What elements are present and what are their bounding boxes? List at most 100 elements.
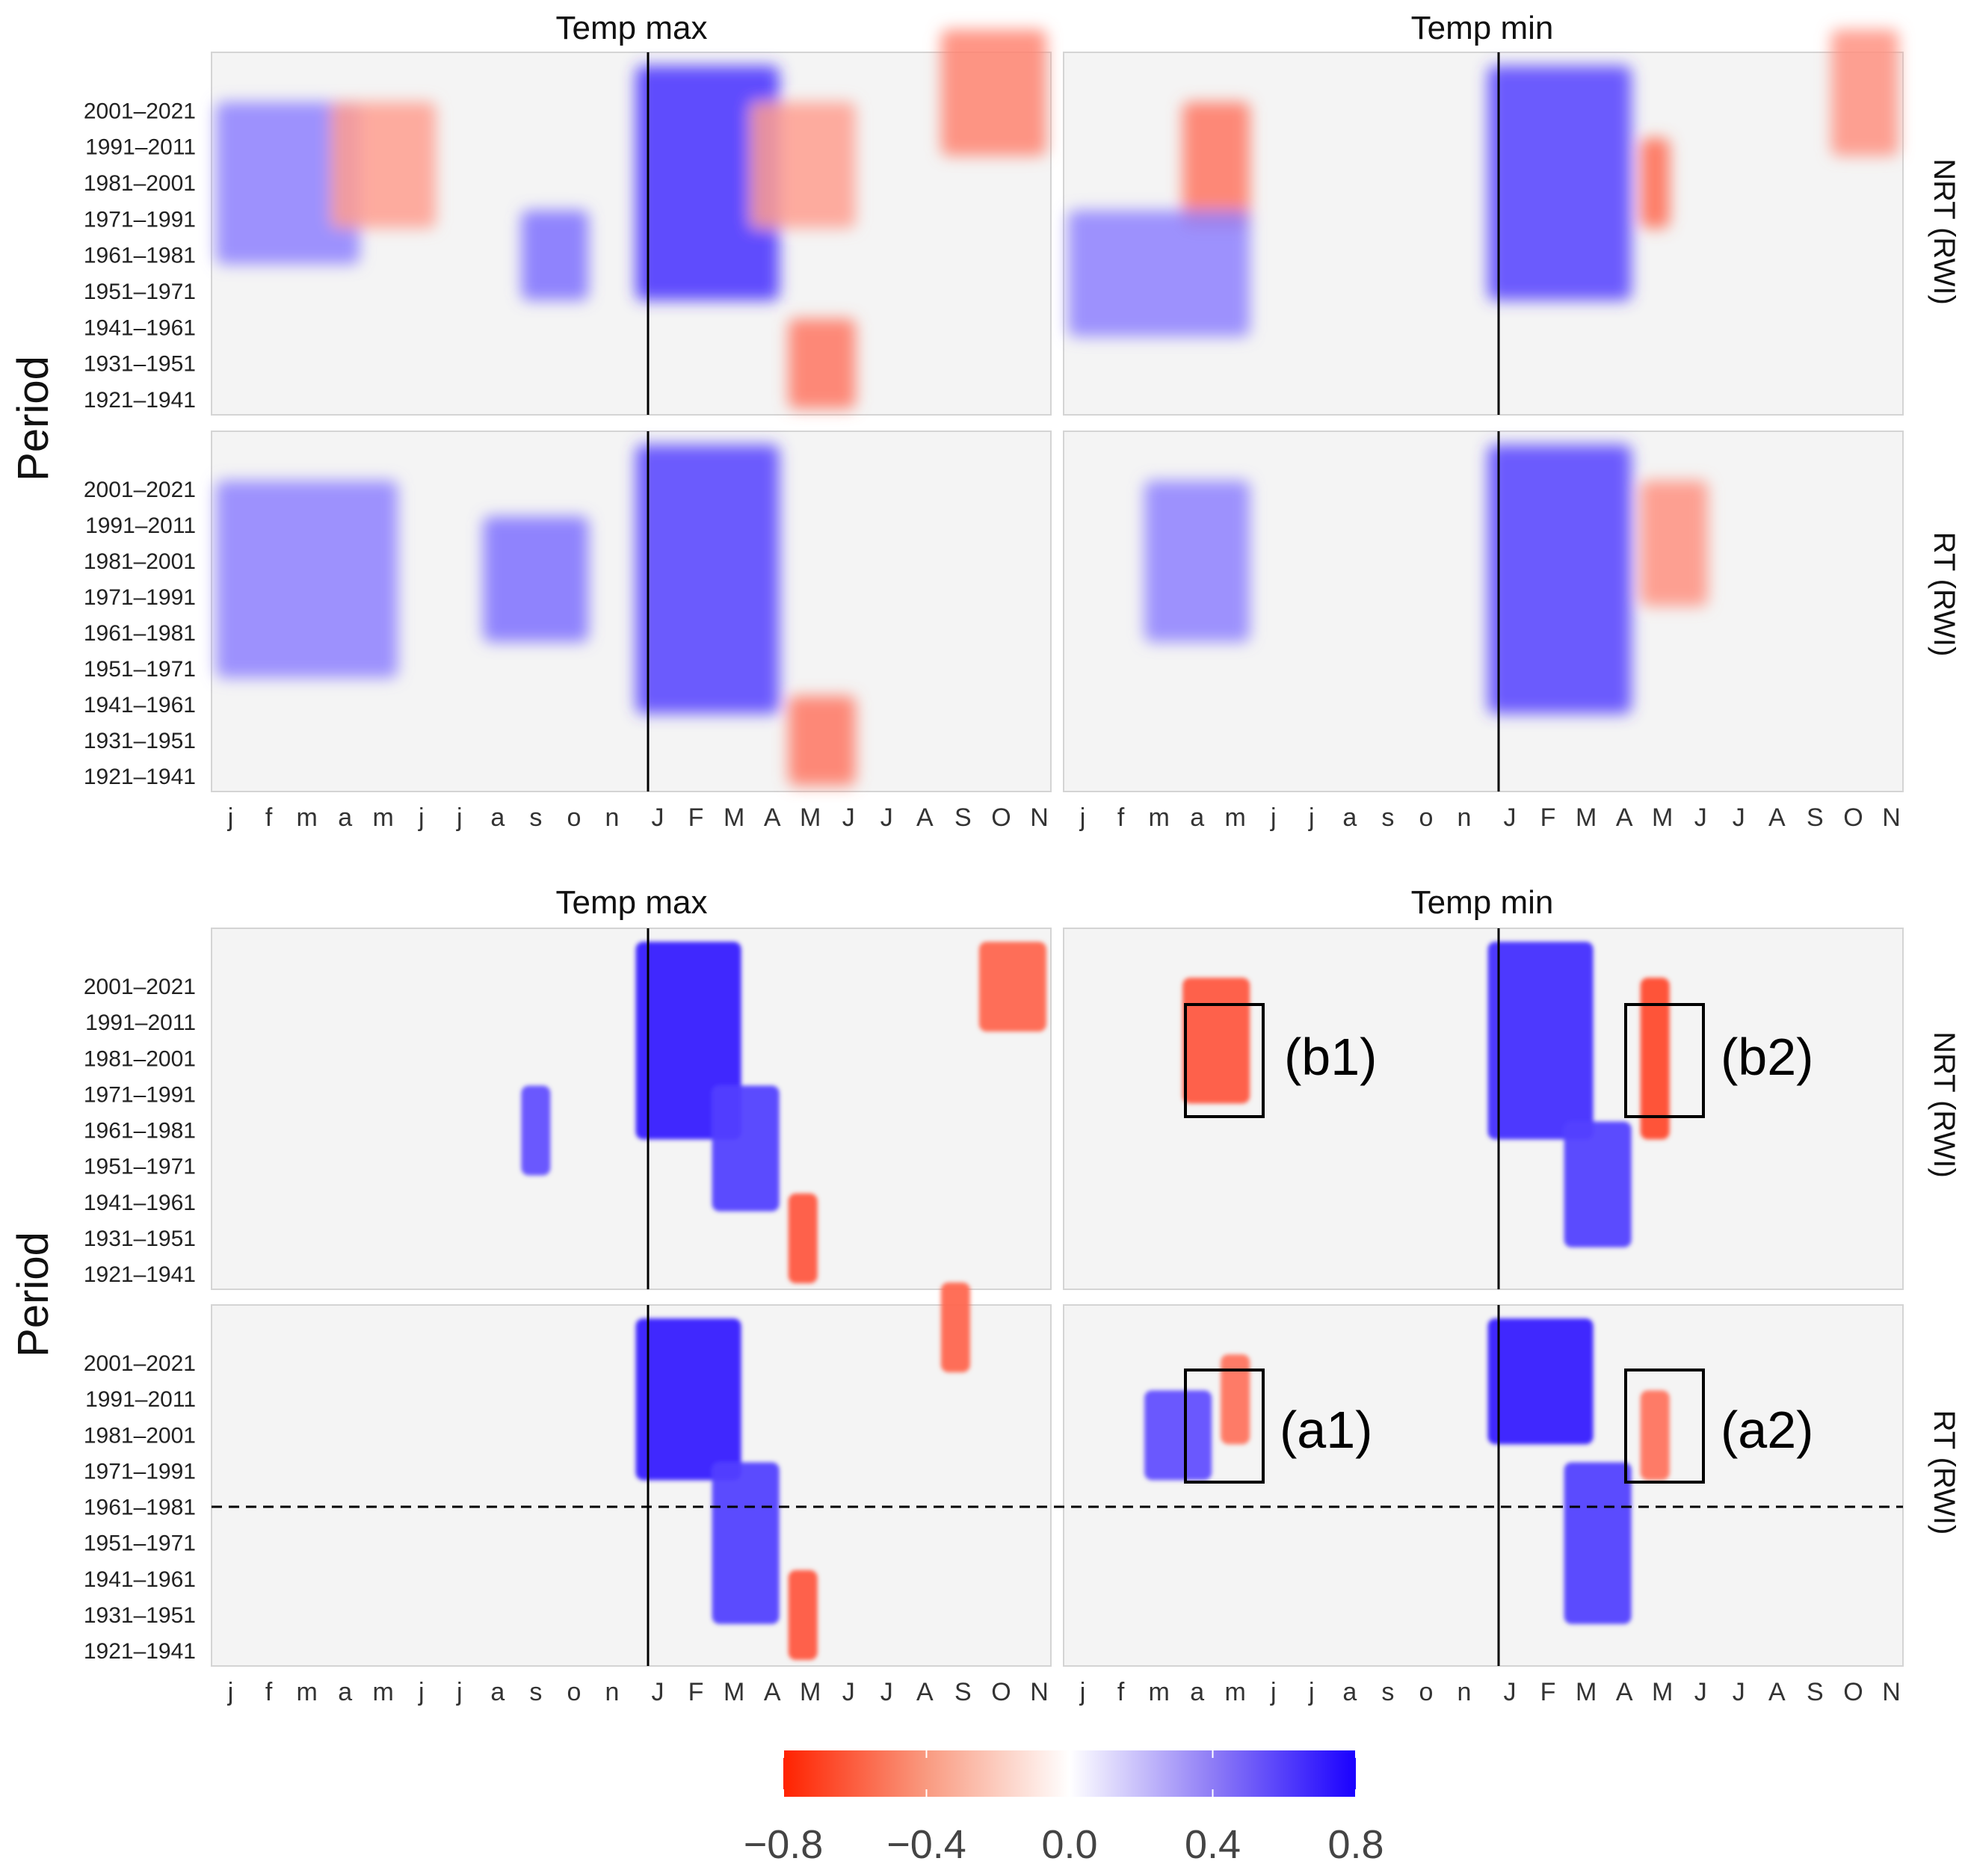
y-tick-label: 1971–1991 [84, 1082, 196, 1107]
x-tick-label: m [1225, 803, 1246, 832]
y-tick-label: 1991–2011 [85, 1387, 196, 1412]
y-tick-label: 1931–1951 [84, 1227, 196, 1251]
annotation-label-a2: (a2) [1721, 1401, 1813, 1459]
panel-nrt-temp-min-significant [1063, 928, 1904, 1290]
x-tick-label: n [605, 1678, 620, 1706]
panel-frame [1063, 1304, 1904, 1667]
x-tick-label: O [1843, 803, 1863, 832]
x-tick-label: J [652, 1678, 664, 1706]
annotation-a1: (a1) [1184, 1369, 1372, 1484]
x-tick-label: m [296, 803, 317, 832]
y-tick-label: 1971–1991 [84, 1459, 196, 1484]
colorbar-tick-label: 0.0 [1041, 1822, 1097, 1867]
y-tick-label: 1941–1961 [84, 693, 196, 718]
x-tick-label: O [991, 1678, 1011, 1706]
annotation-box-a1 [1184, 1369, 1265, 1484]
heatmap-cell [1487, 66, 1632, 300]
heatmap-cell [1640, 481, 1708, 606]
y-ticks-rt-significant: 2001–2021 1991–2011 1981–2001 1971–1991 1961… [84, 1351, 196, 1664]
heatmap-cell [1487, 1318, 1594, 1445]
x-tick-label: a [1190, 803, 1204, 832]
y-tick-label: 1931–1951 [84, 352, 196, 377]
x-tick-label: A [916, 803, 934, 832]
x-tick-label: a [338, 1678, 352, 1706]
y-tick-label: 1971–1991 [84, 585, 196, 610]
heatmap-cell [1487, 445, 1632, 714]
y-ticks-nrt-significant: 2001–2021 1991–2011 1981–2001 1971–1991 1961… [84, 975, 196, 1287]
panel-rt-temp-max-all [211, 431, 1052, 792]
x-tick-label: n [1458, 1678, 1472, 1706]
x-tick-label: j [1079, 803, 1086, 832]
y-tick-label: 1961–1981 [84, 1496, 196, 1520]
y-tick-label: 2001–2021 [84, 975, 196, 999]
y-tick-label: 1921–1941 [84, 388, 196, 413]
x-tick-label: j [1308, 803, 1315, 832]
y-tick-label: 1951–1971 [84, 1531, 196, 1556]
x-tick-label: M [724, 1678, 744, 1706]
x-tick-label: J [1733, 803, 1745, 832]
x-tick-label: s [529, 803, 542, 832]
panel-rt-temp-max-significant [211, 1282, 1052, 1667]
heatmap-cell [1182, 102, 1250, 229]
y-tick-label: 1951–1971 [84, 280, 196, 304]
x-tick-label: A [1616, 1678, 1633, 1706]
y-tick-label: 1941–1961 [84, 315, 196, 340]
x-tick-label: M [1576, 1678, 1597, 1706]
y-tick-label: 1981–2001 [84, 1046, 196, 1071]
x-tick-label: a [1342, 1678, 1357, 1706]
y-tick-label: 1941–1961 [84, 1567, 196, 1592]
x-tick-label: j [456, 803, 463, 832]
x-tick-label: J [842, 803, 855, 832]
y-tick-label: 1931–1951 [84, 729, 196, 753]
x-tick-label: j [1079, 1678, 1086, 1706]
y-tick-label: 1981–2001 [84, 549, 196, 574]
heatmap-cell [1144, 1390, 1212, 1481]
annotation-b2: (b2) [1624, 1003, 1813, 1118]
heatmap-cell [635, 66, 780, 300]
x-tick-label: M [1576, 803, 1597, 832]
annotation-box-a2 [1624, 1369, 1705, 1484]
x-tick-label: n [605, 803, 620, 832]
heatmap-cell [712, 1085, 780, 1212]
x-tick-label: j [456, 1678, 463, 1706]
x-tick-label: m [373, 1678, 394, 1706]
x-tick-label: S [1807, 1678, 1824, 1706]
x-tick-label: j [418, 803, 425, 832]
y-tick-label: 1991–2011 [85, 135, 196, 160]
x-tick-label: N [1030, 1678, 1049, 1706]
x-tick-label: n [1458, 803, 1472, 832]
colorbar-tick-label: −0.4 [886, 1822, 966, 1867]
heatmap-cell [635, 1318, 741, 1481]
x-tick-label: M [800, 803, 821, 832]
heatmap-cell [521, 1085, 551, 1176]
x-tick-label: s [1381, 803, 1394, 832]
heatmap-cell [788, 318, 856, 409]
y-tick-label: 1961–1981 [84, 1119, 196, 1144]
x-tick-label: J [1504, 1678, 1517, 1706]
y-tick-label: 1951–1971 [84, 1155, 196, 1179]
x-tick-label: J [1733, 1678, 1745, 1706]
x-tick-label: A [764, 803, 781, 832]
x-tick-label: m [373, 803, 394, 832]
x-tick-label: j [1270, 803, 1277, 832]
x-tick-label: a [338, 803, 352, 832]
x-tick-label: N [1882, 803, 1901, 832]
x-tick-label: J [880, 1678, 893, 1706]
panel-frame [211, 1304, 1052, 1667]
x-tick-label: F [688, 1678, 704, 1706]
heatmap-cell [1830, 29, 1898, 156]
x-tick-label: J [1694, 1678, 1707, 1706]
y-ticks-rt-all: 2001–2021 1991–2011 1981–2001 1971–1991 1961… [84, 478, 196, 789]
y-tick-label: 2001–2021 [84, 99, 196, 123]
heatmap-cell [1640, 1390, 1670, 1481]
x-tick-label: j [1270, 1678, 1277, 1706]
annotation-box-b2 [1624, 1003, 1705, 1118]
heatmap-cell [521, 210, 589, 300]
y-tick-label: 2001–2021 [84, 478, 196, 502]
x-tick-label: a [1342, 803, 1357, 832]
heatmap-cell [1564, 1462, 1632, 1624]
x-tick-label: j [418, 1678, 425, 1706]
panel-frame [211, 928, 1052, 1290]
y-tick-label: 2001–2021 [84, 1351, 196, 1376]
